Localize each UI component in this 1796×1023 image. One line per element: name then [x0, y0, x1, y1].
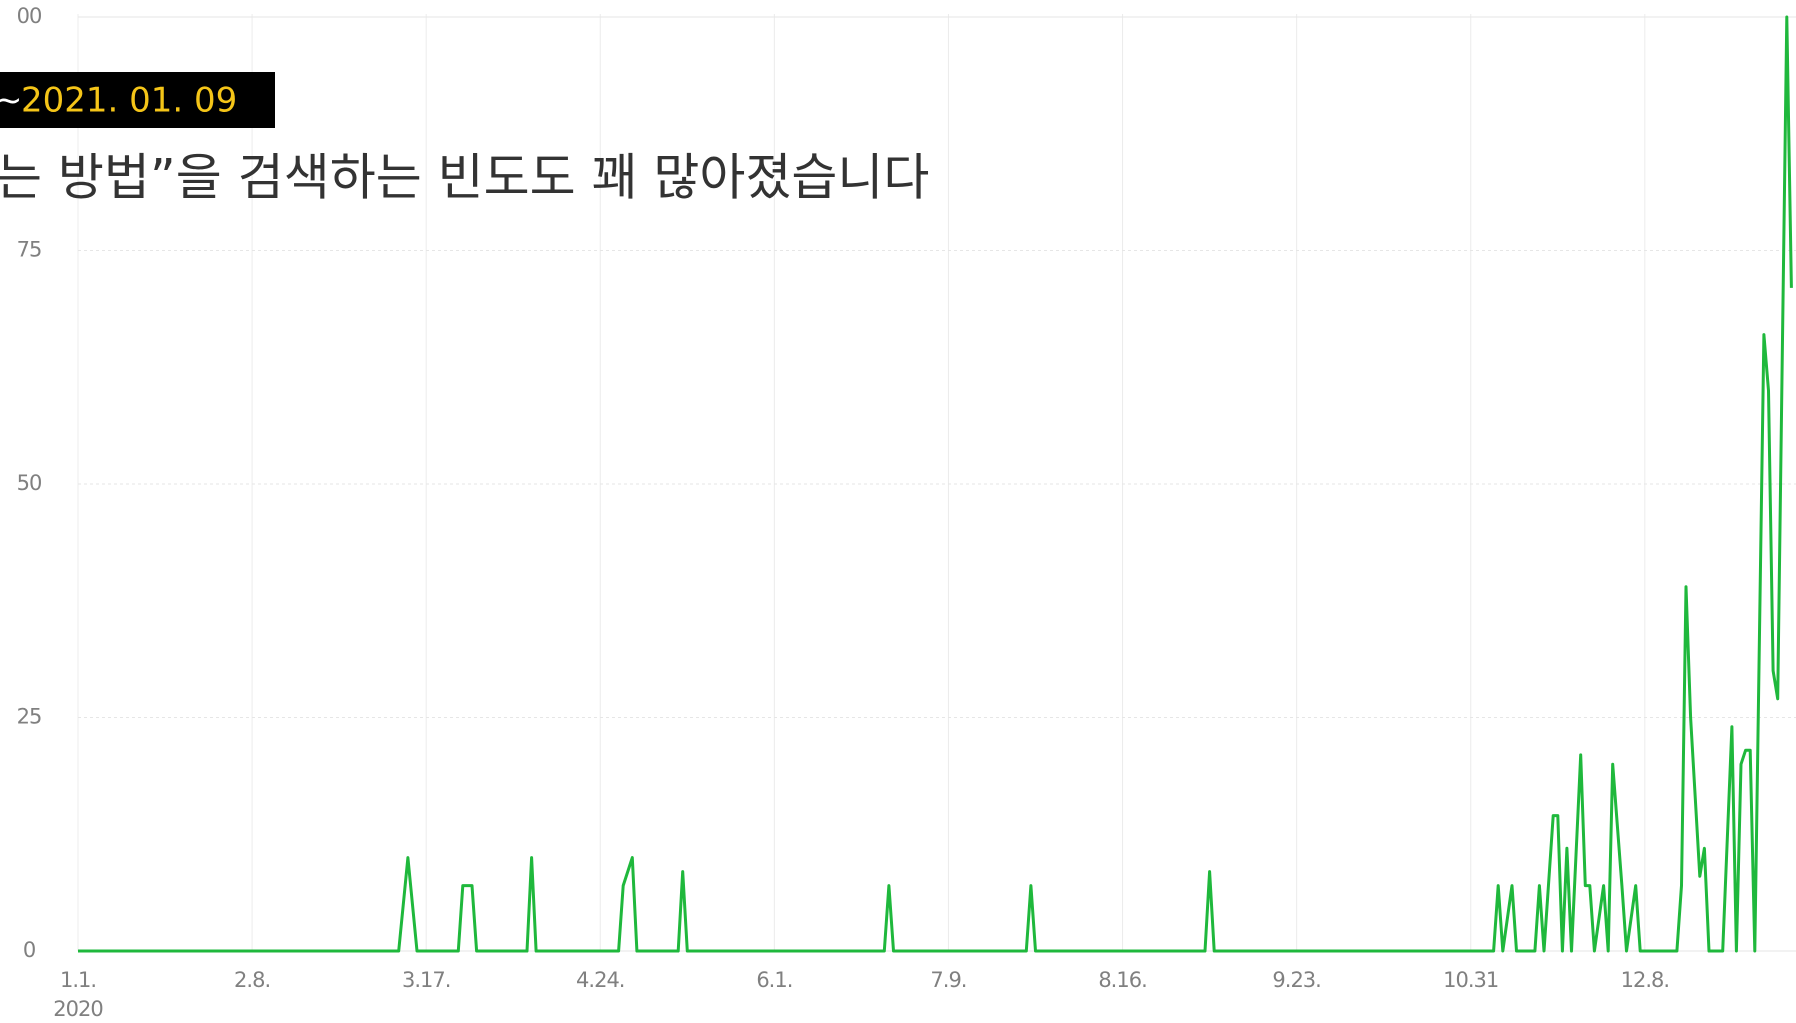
subtitle: 는 방법”을 검색하는 빈도도 꽤 많아졌습니다 [0, 149, 929, 207]
x-tick-label: 7.9. [930, 968, 966, 992]
x-tick-label: 10.31 [1443, 968, 1498, 992]
banner-box [0, 72, 275, 128]
x-tick-label: 9.23. [1272, 968, 1320, 992]
y-tick-label: 00 [17, 4, 42, 28]
x-tick-label: 1.1. [60, 968, 96, 992]
y-tick-label: 75 [17, 238, 42, 262]
x-tick-label: 8.16. [1098, 968, 1146, 992]
y-tick-label: 0 [23, 938, 35, 962]
y-tick-label: 50 [17, 471, 42, 495]
x-tick-label: 3.17. [402, 968, 450, 992]
banner-prefix: ~ [0, 81, 23, 121]
x-tick-label: 12.8. [1621, 968, 1669, 992]
trend-line [78, 15, 1793, 953]
banner-text: 2021. 01. 09 [21, 81, 237, 121]
x-tick-label: 2.8. [234, 968, 270, 992]
x-tick-label: 4.24. [576, 968, 624, 992]
x-sublabel: 2020 [53, 997, 102, 1021]
x-tick-label: 6.1. [756, 968, 792, 992]
y-tick-label: 25 [17, 705, 42, 729]
